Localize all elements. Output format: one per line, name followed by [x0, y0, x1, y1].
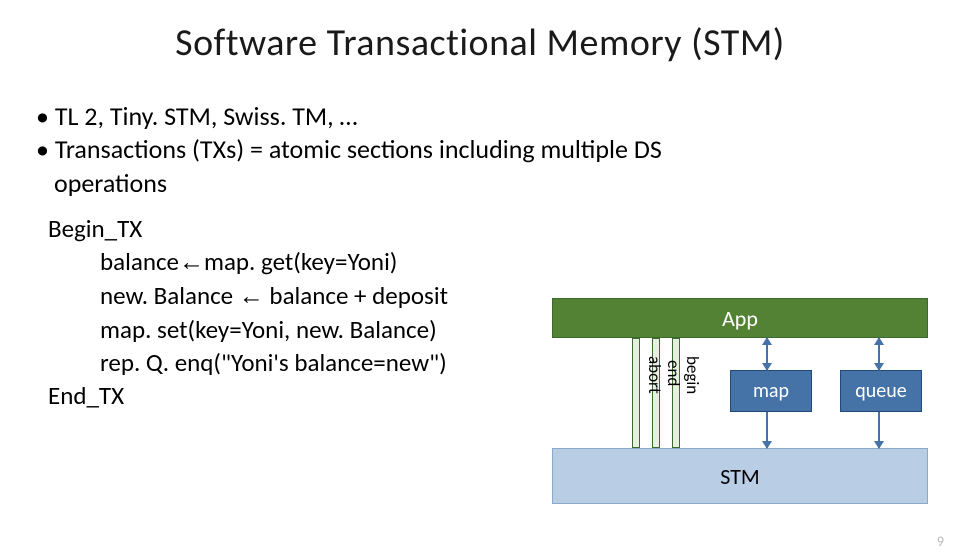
label-begin: begin: [682, 356, 703, 394]
slide-title: Software Transactional Memory (STM): [0, 20, 960, 66]
left-arrow-icon: ←: [179, 248, 204, 276]
page-number: 9: [937, 533, 944, 550]
architecture-diagram: STM App map queue beginendabort: [552, 298, 928, 508]
left-arrow-icon: ←: [239, 282, 264, 310]
queue-box: queue: [840, 370, 922, 412]
label-abort: abort: [644, 356, 665, 394]
connector-3: [878, 412, 880, 448]
stm-box: STM: [552, 448, 928, 504]
code-l3-post: balance + deposit: [264, 280, 448, 311]
connector-2: [766, 412, 768, 448]
rail-0: [632, 338, 640, 448]
bullet-2: • Transactions (TXs) = atomic sections i…: [36, 133, 960, 166]
connector-1: [878, 338, 880, 370]
label-end: end: [663, 360, 684, 386]
code-l2-pre: balance: [100, 246, 179, 277]
app-box: App: [552, 298, 928, 338]
bullet-2-cont: operations: [36, 167, 960, 200]
code-line-1: Begin_TX: [48, 212, 960, 245]
code-l2-post: map. get(key=Yoni): [204, 246, 397, 277]
connector-0: [766, 338, 768, 370]
bullet-1: • TL 2, Tiny. STM, Swiss. TM, …: [36, 100, 960, 133]
rail-2: [672, 338, 680, 448]
code-l3-pre: new. Balance: [100, 280, 239, 311]
map-box: map: [730, 370, 812, 412]
bullet-list: • TL 2, Tiny. STM, Swiss. TM, … • Transa…: [36, 100, 960, 200]
code-line-2: balance←map. get(key=Yoni): [48, 245, 960, 279]
